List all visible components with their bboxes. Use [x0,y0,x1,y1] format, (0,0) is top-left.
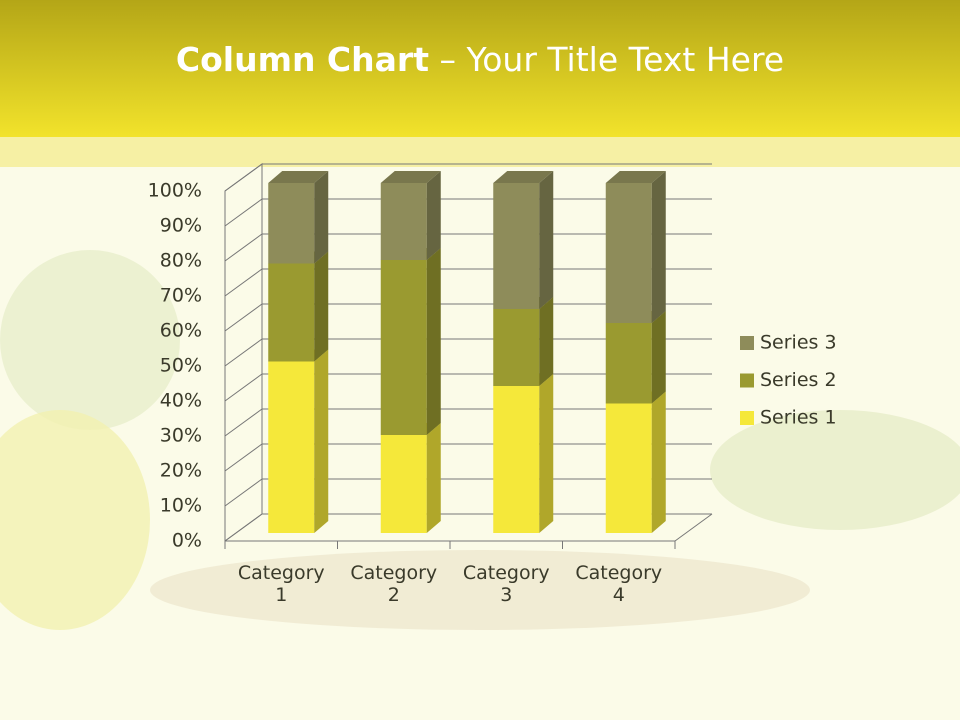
bar-side [539,374,554,533]
bar-front [493,183,540,309]
y-tick-label: 90% [160,215,202,237]
grid-line [224,443,712,472]
y-tick-label: 10% [160,495,202,517]
bar-side [539,171,554,309]
bar-side [651,311,666,404]
y-tick-label: 0% [172,530,202,552]
bar-side [651,391,666,533]
title-bold: Column Chart [175,40,429,79]
grid-line [224,163,712,192]
bar-front [493,386,540,533]
bar-top [268,171,329,183]
legend-label: Series 3 [760,332,837,354]
x-tick-label: Category 2 [350,562,438,606]
floor-right [674,513,713,542]
bar-front [380,183,427,260]
title-banner [0,0,960,137]
bar-front [605,323,652,404]
bar-front [380,435,427,533]
grid-line [224,373,712,402]
bar-front [380,260,427,435]
bar-side [314,251,329,362]
banner-strip [0,137,960,167]
legend-swatch [740,336,754,350]
grid-line [224,513,712,542]
bar-front [605,403,652,533]
legend-label: Series 2 [760,369,837,391]
bar-side [314,349,329,533]
bar-side [314,171,329,264]
grid-line [224,408,712,437]
grid-line [224,268,712,297]
legend-swatch [740,373,754,388]
x-tick-label: Category 4 [575,562,663,606]
bar-front [268,263,315,362]
bar-top [493,171,554,183]
y-tick-label: 30% [160,425,202,447]
legend-swatch [740,411,754,425]
y-tick-label: 40% [160,390,202,412]
y-tick-label: 100% [148,180,202,202]
bar-front [268,183,315,264]
bar-side [651,171,666,323]
y-tick-label: 20% [160,460,202,482]
grid-line [224,478,712,507]
bar-side [426,171,441,260]
bar-front [605,183,652,323]
bar-top [380,171,441,183]
grid-line [224,303,712,332]
title-suffix: – Your Title Text Here [439,40,785,79]
x-tick-label: Category 1 [237,562,325,606]
bar-top [605,171,666,183]
bar-side [426,248,441,435]
y-tick-label: 70% [160,285,202,307]
grid-line [224,338,712,367]
slide-title: Column Chart – Your Title Text Here [0,40,960,79]
y-tick-label: 50% [160,355,202,377]
bar-front [493,309,540,386]
x-tick-label: Category 3 [462,562,550,606]
grid-line [224,233,712,262]
grid-line [224,198,712,227]
bar-front [268,361,315,533]
y-tick-label: 80% [160,250,202,272]
bar-side [426,423,441,533]
y-tick-label: 60% [160,320,202,342]
bar-side [539,297,554,386]
legend-label: Series 1 [760,407,837,429]
